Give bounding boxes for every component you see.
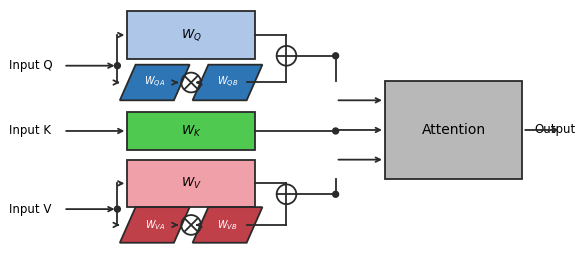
Circle shape <box>114 206 120 212</box>
Polygon shape <box>120 65 190 100</box>
Bar <box>127 11 255 59</box>
Circle shape <box>333 128 339 134</box>
Text: Input K: Input K <box>9 124 51 137</box>
Bar <box>127 160 255 207</box>
Text: $W_{VB}$: $W_{VB}$ <box>217 218 238 232</box>
Text: Output: Output <box>534 123 575 136</box>
Bar <box>127 112 255 150</box>
Bar <box>385 81 522 179</box>
Text: Input Q: Input Q <box>9 59 53 72</box>
Circle shape <box>333 191 339 197</box>
Polygon shape <box>193 65 263 100</box>
Polygon shape <box>193 207 263 243</box>
Circle shape <box>333 53 339 59</box>
Text: $W_Q$: $W_Q$ <box>180 27 202 43</box>
Text: Attention: Attention <box>421 123 486 137</box>
Text: Input V: Input V <box>9 202 52 216</box>
Text: $W_{VA}$: $W_{VA}$ <box>145 218 165 232</box>
Text: $W_{QA}$: $W_{QA}$ <box>144 75 165 90</box>
Polygon shape <box>120 207 190 243</box>
Text: $W_K$: $W_K$ <box>181 123 202 138</box>
Circle shape <box>114 63 120 69</box>
Text: $W_V$: $W_V$ <box>180 176 202 191</box>
Text: $W_{QB}$: $W_{QB}$ <box>217 75 238 90</box>
